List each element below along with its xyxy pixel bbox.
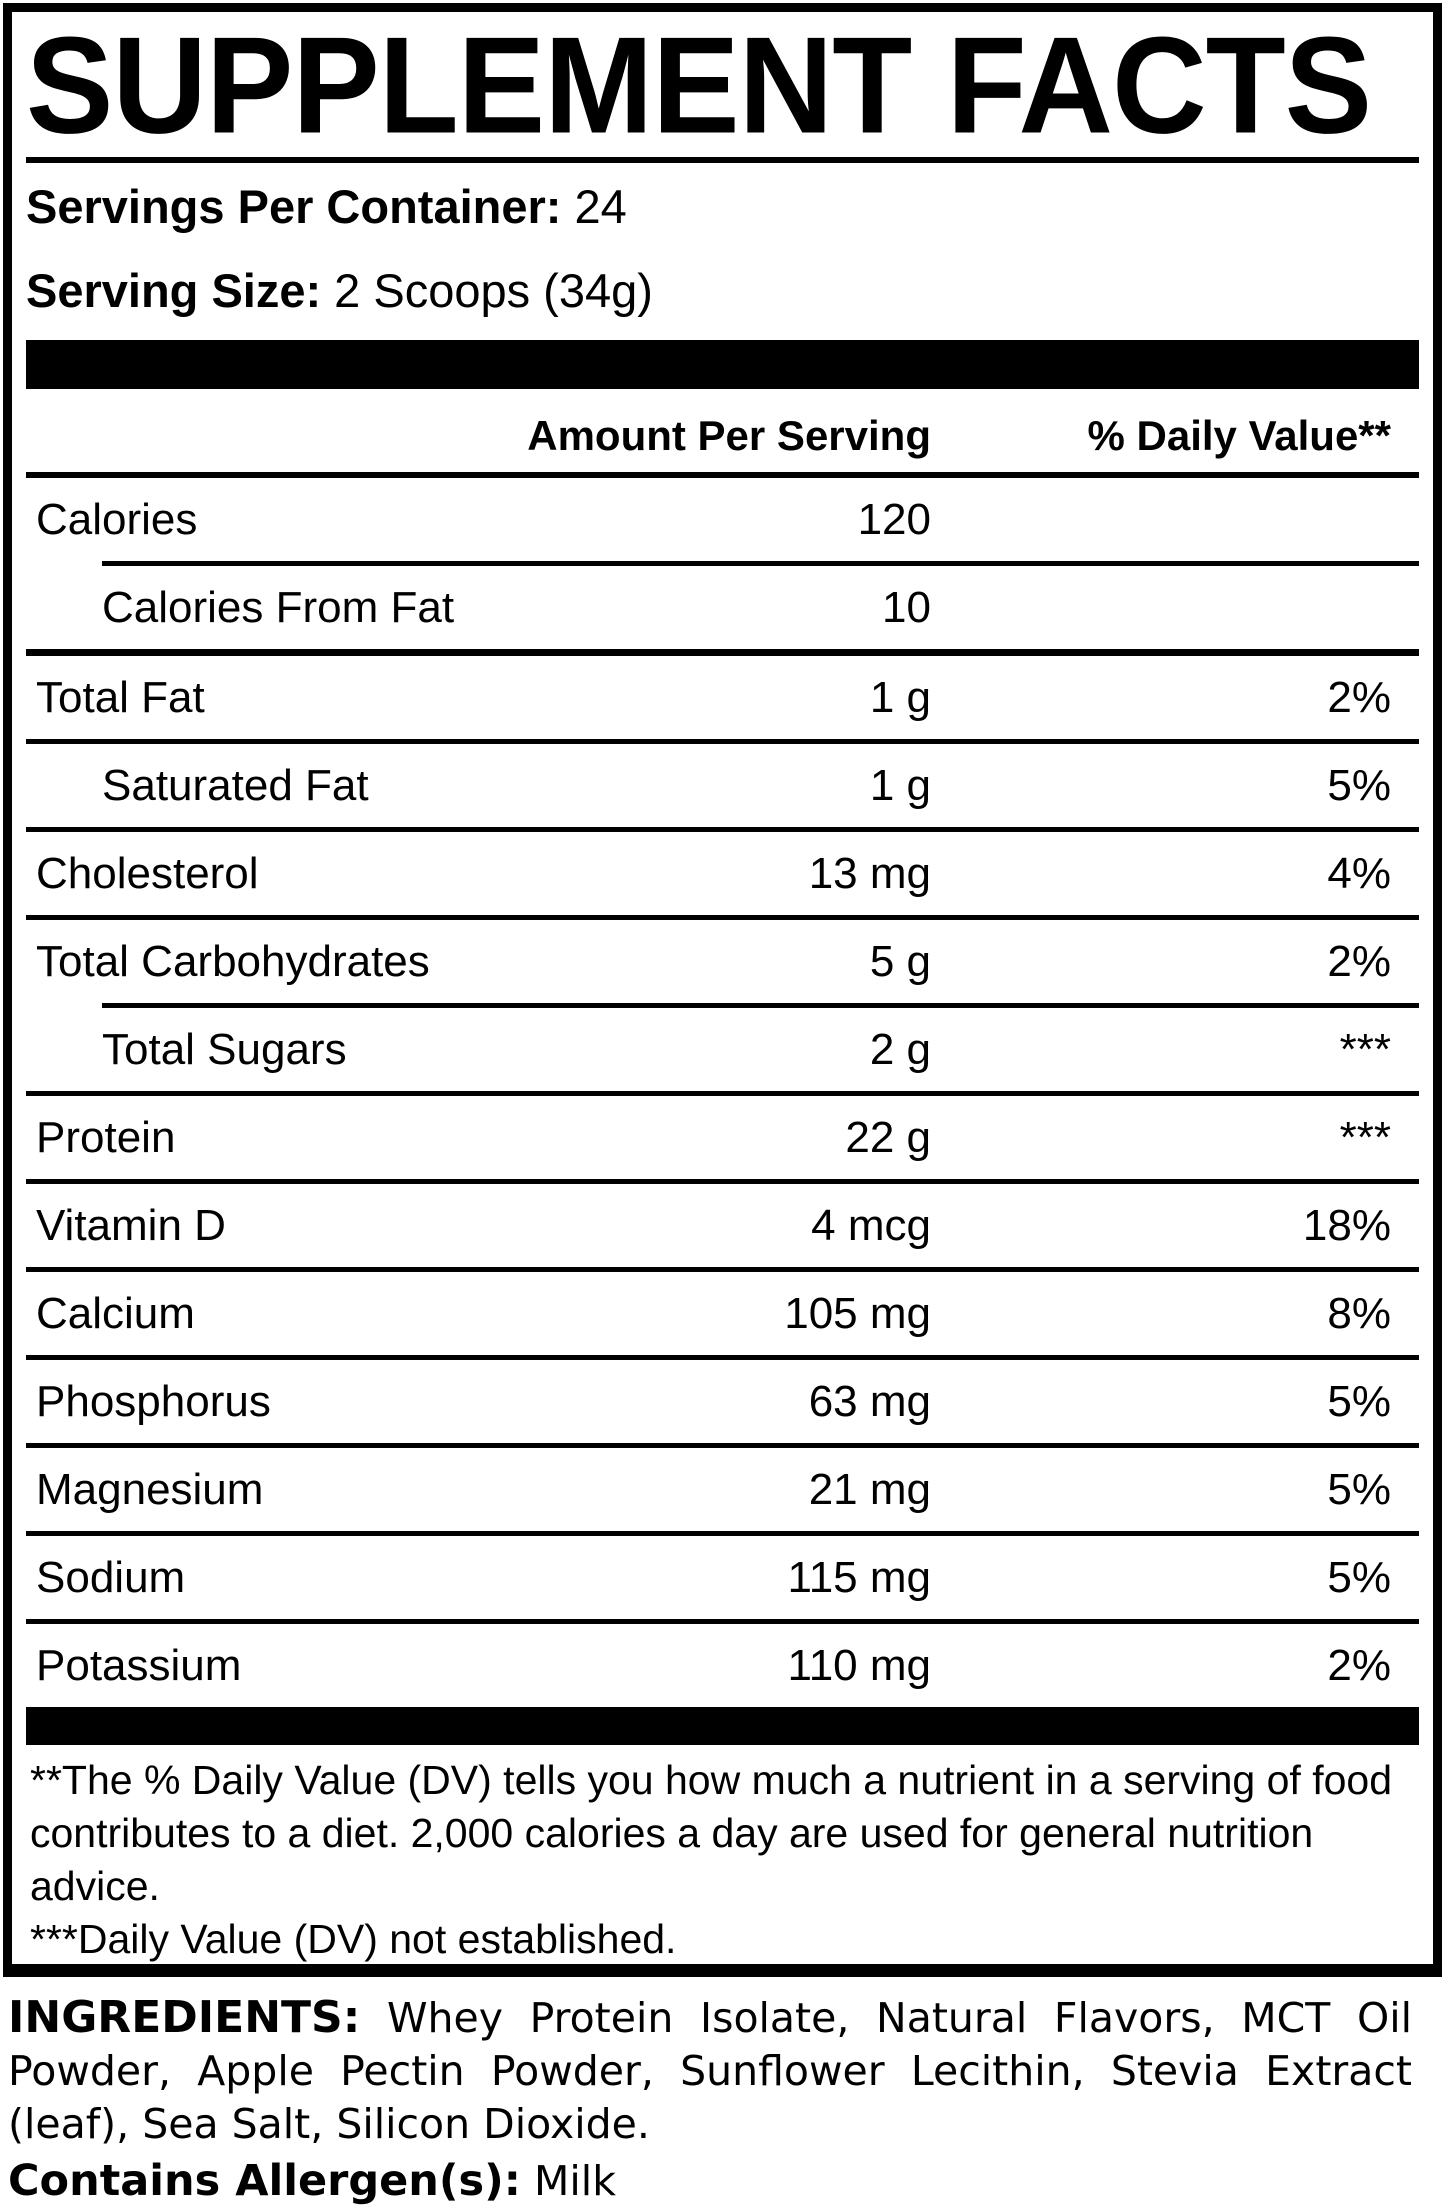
- nutrient-name: Potassium: [36, 1640, 242, 1690]
- nutrient-amount: 4 mcg: [811, 1200, 931, 1250]
- servings-per-container-value: 24: [574, 180, 627, 233]
- title-rule: [26, 157, 1419, 163]
- nutrient-amount: 10: [882, 582, 931, 632]
- table-row: Total Sugars 2 g ***: [26, 1008, 1419, 1091]
- nutrient-daily-value: ***: [1339, 1112, 1391, 1162]
- nutrient-name: Calories: [36, 494, 198, 544]
- nutrient-amount: 2 g: [869, 1024, 931, 1074]
- footnotes: **The % Daily Value (DV) tells you how m…: [26, 1745, 1419, 1966]
- nutrient-daily-value: 2%: [1327, 672, 1391, 722]
- row-separator: [102, 1003, 1419, 1008]
- table-row: Sodium 115 mg 5%: [26, 1536, 1419, 1619]
- nutrient-daily-value: 2%: [1327, 936, 1391, 986]
- table-row: Saturated Fat 1 g 5%: [26, 744, 1419, 827]
- nutrient-amount: 1 g: [869, 760, 931, 810]
- nutrient-amount: 120: [857, 494, 931, 544]
- row-separator: [26, 1179, 1419, 1184]
- table-column-headers: Amount Per Serving % Daily Value**: [26, 389, 1419, 472]
- servings-per-container-line: Servings Per Container: 24: [26, 165, 1419, 249]
- nutrient-amount: 1 g: [869, 672, 931, 722]
- table-row: Total Carbohydrates 5 g 2%: [26, 920, 1419, 1003]
- dv-not-established-footnote: ***Daily Value (DV) not established.: [30, 1916, 677, 1962]
- nutrient-daily-value: 4%: [1327, 848, 1391, 898]
- nutrient-daily-value: 2%: [1327, 1640, 1391, 1690]
- nutrient-daily-value: 18%: [1302, 1200, 1391, 1250]
- row-separator: [26, 915, 1419, 920]
- row-separator: [26, 1091, 1419, 1096]
- nutrient-amount: 105 mg: [784, 1288, 931, 1338]
- nutrient-daily-value: 8%: [1327, 1288, 1391, 1338]
- footnote-bar: [26, 1707, 1419, 1745]
- supplement-facts-panel: SUPPLEMENT FACTS Servings Per Container:…: [3, 3, 1442, 1977]
- nutrient-amount: 21 mg: [808, 1464, 931, 1514]
- column-header-amount: Amount Per Serving: [527, 412, 931, 459]
- serving-size-label: Serving Size:: [26, 264, 322, 317]
- nutrient-name: Calories From Fat: [102, 582, 455, 632]
- serving-info: Servings Per Container: 24 Serving Size: 2…: [26, 165, 1419, 333]
- nutrient-amount: 5 g: [869, 936, 931, 986]
- nutrient-name: Phosphorus: [36, 1376, 271, 1426]
- nutrient-name: Vitamin D: [36, 1200, 226, 1250]
- nutrient-daily-value: 5%: [1327, 1376, 1391, 1426]
- nutrient-name: Total Fat: [36, 672, 205, 722]
- row-separator: [26, 1355, 1419, 1360]
- table-row: Calories From Fat 10: [26, 566, 1419, 649]
- allergen-value: Milk: [534, 2157, 616, 2205]
- nutrient-amount: 13 mg: [808, 848, 931, 898]
- nutrient-daily-value: 5%: [1327, 1464, 1391, 1514]
- row-separator: [26, 739, 1419, 744]
- serving-size-line: Serving Size: 2 Scoops (34g): [26, 249, 1419, 333]
- row-separator: [26, 1443, 1419, 1448]
- nutrition-table: Calories 120 Calories From Fat 10 Total Fat 1…: [26, 478, 1419, 1707]
- nutrient-name: Total Carbohydrates: [36, 936, 430, 986]
- table-row: Protein 22 g ***: [26, 1096, 1419, 1179]
- table-row: Potassium 110 mg 2%: [26, 1624, 1419, 1707]
- row-separator: [26, 827, 1419, 832]
- table-row: Cholesterol 13 mg 4%: [26, 832, 1419, 915]
- header-bar: [26, 340, 1419, 389]
- row-separator: [26, 1267, 1419, 1272]
- row-separator: [26, 649, 1419, 656]
- row-separator: [26, 472, 1419, 478]
- nutrient-name: Calcium: [36, 1288, 195, 1338]
- row-separator: [26, 1531, 1419, 1536]
- nutrient-name: Saturated Fat: [102, 760, 369, 810]
- nutrient-name: Sodium: [36, 1552, 186, 1602]
- table-row: Total Fat 1 g 2%: [26, 656, 1419, 739]
- supplement-facts-title: SUPPLEMENT FACTS: [26, 7, 1372, 162]
- nutrient-amount: 22 g: [845, 1112, 931, 1162]
- nutrient-amount: 63 mg: [808, 1376, 931, 1426]
- table-row: Calories 120: [26, 478, 1419, 561]
- row-separator: [26, 1619, 1419, 1624]
- nutrient-daily-value: ***: [1339, 1024, 1391, 1074]
- nutrient-name: Protein: [36, 1112, 176, 1162]
- ingredients-section: INGREDIENTS: Whey Protein Isolate, Natur…: [8, 1991, 1412, 2151]
- allergen-section: Contains Allergen(s): Milk: [8, 2154, 1412, 2208]
- ingredients-label: INGREDIENTS:: [8, 1992, 361, 2043]
- table-row: Calcium 105 mg 8%: [26, 1272, 1419, 1355]
- ingredients-text: Whey Protein Isolate, Natural Flavors, M…: [8, 1994, 1412, 2148]
- allergen-label: Contains Allergen(s):: [8, 2156, 521, 2206]
- serving-size-value: 2 Scoops (34g): [334, 264, 653, 317]
- daily-value-footnote: **The % Daily Value (DV) tells you how m…: [30, 1757, 1393, 1909]
- nutrient-name: Total Sugars: [102, 1024, 347, 1074]
- servings-per-container-label: Servings Per Container:: [26, 180, 562, 233]
- nutrient-name: Cholesterol: [36, 848, 259, 898]
- row-separator: [102, 561, 1419, 566]
- nutrient-name: Magnesium: [36, 1464, 264, 1514]
- nutrient-daily-value: 5%: [1327, 1552, 1391, 1602]
- table-row: Vitamin D 4 mcg 18%: [26, 1184, 1419, 1267]
- table-row: Phosphorus 63 mg 5%: [26, 1360, 1419, 1443]
- nutrient-amount: 115 mg: [787, 1552, 932, 1602]
- nutrient-daily-value: 5%: [1327, 760, 1391, 810]
- nutrient-amount: 110 mg: [787, 1640, 932, 1690]
- column-header-daily-value: % Daily Value**: [1087, 412, 1392, 459]
- table-row: Magnesium 21 mg 5%: [26, 1448, 1419, 1531]
